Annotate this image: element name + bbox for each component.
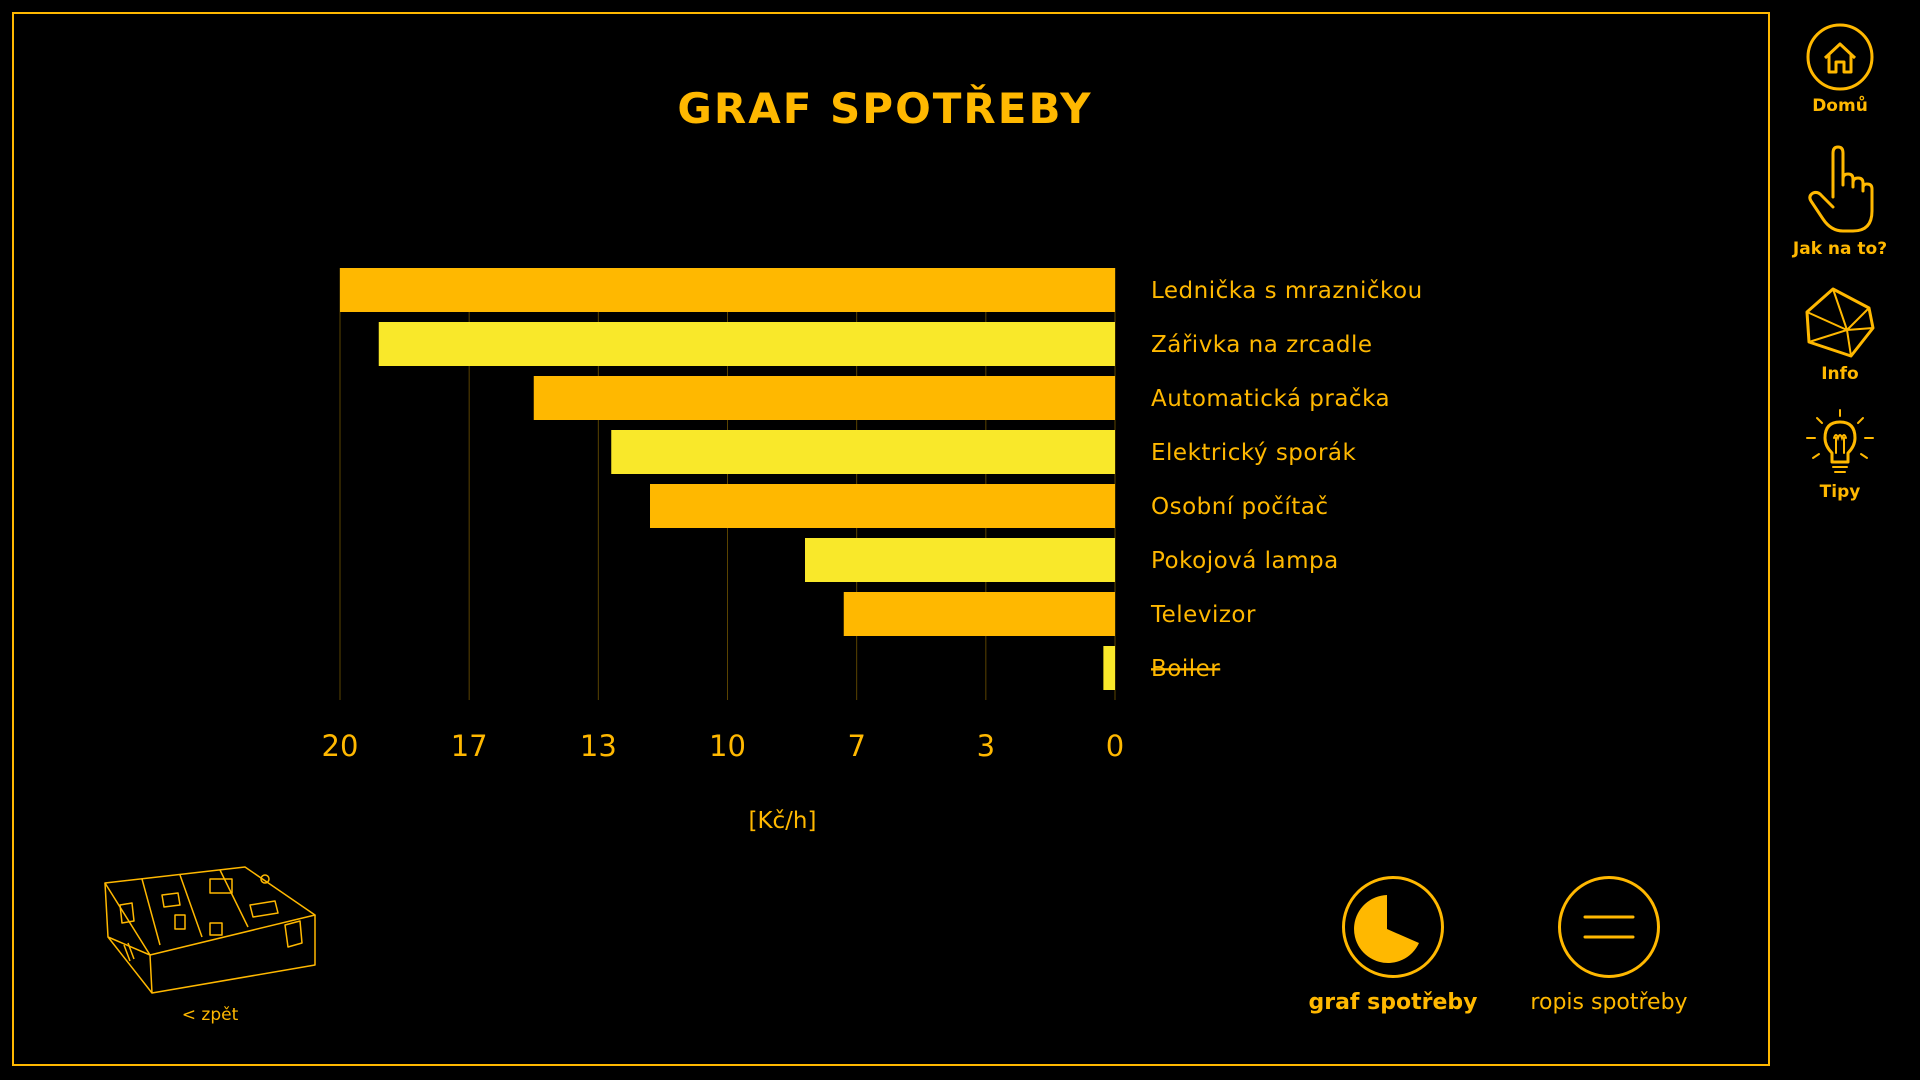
x-axis-label: [Kč/h]	[748, 808, 816, 834]
list-view-button[interactable]: ropis spotřeby	[1494, 876, 1724, 1015]
bar[interactable]	[611, 430, 1115, 474]
page-title: GRAF SPOTŘEBY	[677, 84, 1093, 133]
category-label: Automatická pračka	[1151, 386, 1390, 412]
list-view-label: ropis spotřeby	[1530, 990, 1688, 1015]
consumption-chart: 20 17 13 10 7 3 0 Lednička s mrazničkou Zářivka …	[322, 268, 1423, 834]
category-label: Pokojová lampa	[1151, 548, 1339, 574]
polyhedron-icon	[1805, 287, 1875, 358]
bar[interactable]	[378, 322, 1115, 366]
sidebar-item-label: Domů	[1812, 96, 1868, 116]
pie-chart-icon	[1354, 895, 1419, 963]
category-label: Lednička s mrazničkou	[1151, 278, 1423, 304]
category-label: Zářivka na zrcadle	[1151, 332, 1373, 358]
sidebar-item-tips[interactable]: Tipy	[1785, 408, 1895, 502]
graph-view-label: graf spotřeby	[1308, 990, 1478, 1015]
x-tick-label: 10	[709, 729, 746, 763]
bar[interactable]	[340, 268, 1115, 312]
category-label: Osobní počítač	[1151, 494, 1329, 520]
x-tick-label: 3	[977, 729, 995, 763]
back-label: < zpět	[181, 1005, 239, 1025]
x-tick-label: 17	[451, 729, 488, 763]
home-icon	[1806, 23, 1874, 91]
bar[interactable]	[805, 538, 1115, 582]
list-lines-icon	[1583, 915, 1635, 939]
back-button[interactable]: < zpět	[95, 865, 325, 1025]
list-ring	[1558, 876, 1660, 978]
bar[interactable]	[1103, 646, 1115, 690]
hand-pointer-icon	[1808, 145, 1874, 233]
bar[interactable]	[650, 484, 1115, 528]
graph-ring	[1342, 876, 1444, 978]
sidebar-item-label: Info	[1821, 364, 1859, 384]
sidebar-item-label: Tipy	[1819, 482, 1861, 502]
graph-view-button[interactable]: graf spotřeby	[1278, 876, 1508, 1015]
sidebar-item-howto[interactable]: Jak na to?	[1785, 145, 1895, 259]
content-frame	[12, 12, 1770, 1066]
x-tick-label: 13	[580, 729, 617, 763]
x-tick-label: 20	[322, 729, 359, 763]
floor-plan-icon	[104, 866, 316, 994]
sidebar-item-home[interactable]: Domů	[1785, 22, 1895, 116]
sidebar-item-label: Jak na to?	[1792, 239, 1888, 259]
category-label: Boiler	[1151, 656, 1220, 682]
x-tick-label: 7	[847, 729, 865, 763]
bar[interactable]	[533, 376, 1115, 420]
lightbulb-icon	[1806, 409, 1874, 473]
x-tick-label: 0	[1106, 729, 1124, 763]
category-label: Televizor	[1150, 602, 1256, 628]
sidebar-item-info[interactable]: Info	[1785, 286, 1895, 384]
category-label: Elektrický sporák	[1151, 440, 1357, 466]
bar[interactable]	[843, 592, 1115, 636]
